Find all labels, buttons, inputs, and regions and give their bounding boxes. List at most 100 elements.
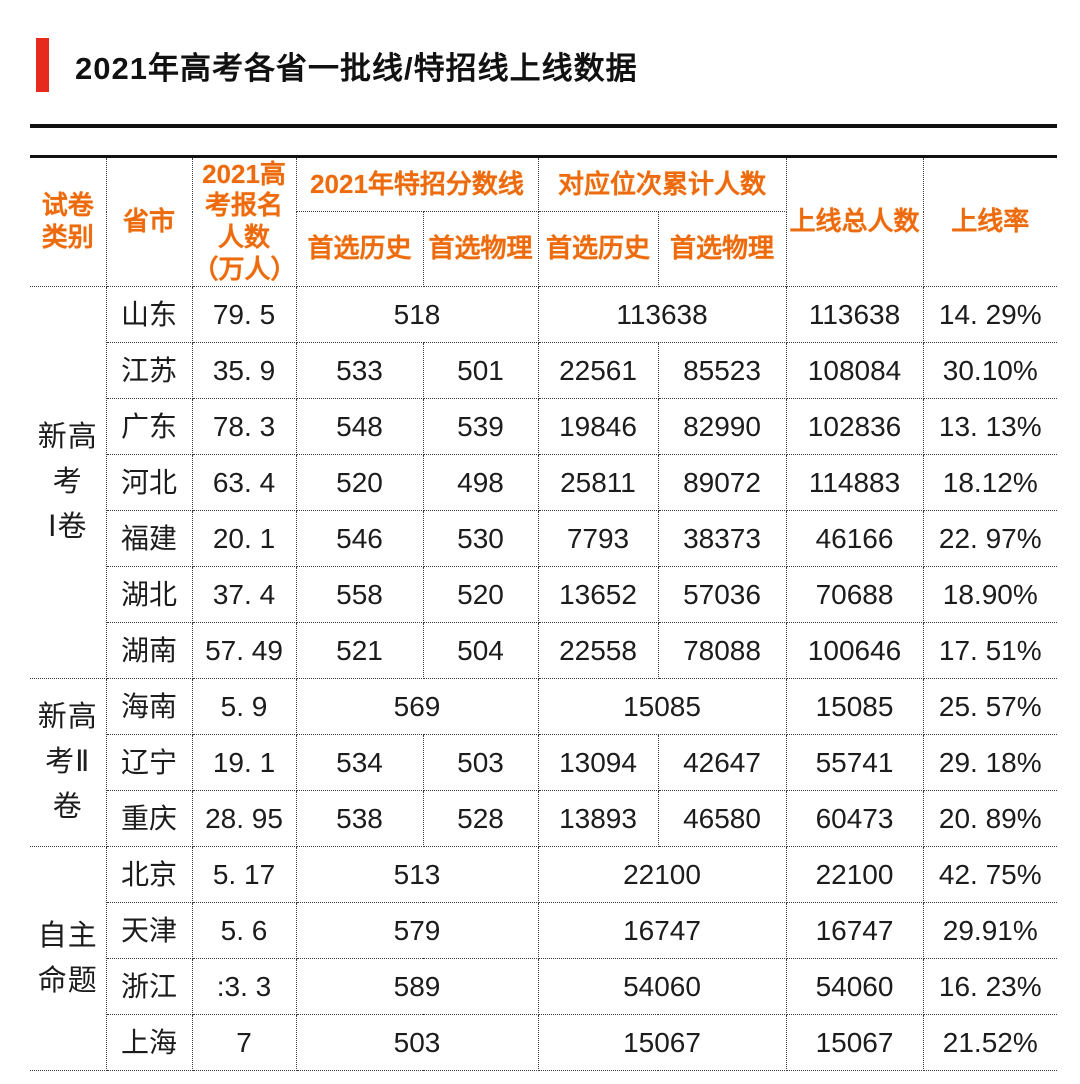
province-cell: 辽宁 [105,734,193,791]
table-row: 新高 考Ⅱ 卷海南 5. 9 569 15085 15085 25. 57% [30,678,1058,847]
header-sub-history-rank: 首选历史 [537,211,659,287]
special-score-physics-cell: 503 [422,734,539,791]
special-score-physics-cell: 530 [422,510,539,567]
special-score-history-cell: 521 [295,622,424,679]
rank-physics-cell: 82990 [657,398,787,455]
special-score-history-cell: 538 [295,790,424,847]
province-cell: 江苏 [105,342,193,399]
special-score-history-cell: 533 [295,342,424,399]
header-special-line-group: 2021年特招分数线 [295,156,539,212]
header-province: 省市 [105,156,193,287]
special-score-cell: 513 [295,846,539,903]
title-accent-bar [36,38,49,92]
header-sub-history-score: 首选历史 [295,211,424,287]
special-score-history-cell: 534 [295,734,424,791]
applicants-cell: 20. 1 [191,510,297,567]
special-score-history-cell: 520 [295,454,424,511]
applicants-cell: :3. 3 [191,958,297,1015]
online-rate-cell: 18.12% [922,454,1058,511]
table-row: 上海 7 503 15067 15067 21.52% [30,1014,1058,1071]
rank-physics-cell: 78088 [657,622,787,679]
rank-history-cell: 22561 [537,342,659,399]
rank-physics-cell: 85523 [657,342,787,399]
rank-history-cell: 13893 [537,790,659,847]
total-online-cell: 70688 [785,566,924,623]
total-online-cell: 114883 [785,454,924,511]
online-rate-cell: 14. 29% [922,286,1058,343]
special-score-physics-cell: 501 [422,342,539,399]
table-row: 浙江:3. 3 589 54060 54060 16. 23% [30,958,1058,1015]
special-score-history-cell: 558 [295,566,424,623]
total-online-cell: 15085 [785,678,924,735]
online-rate-cell: 21.52% [922,1014,1058,1071]
special-score-cell: 589 [295,958,539,1015]
data-table: 试卷 类别 省市 2021高 考报名 人数 （万人） 2021年特招分数线 对应… [30,155,1058,1071]
online-rate-cell: 17. 51% [922,622,1058,679]
exam-type-cell: 新高 考Ⅱ 卷 [30,678,107,847]
table-row: 广东 78. 3 548 539 19846 82990 102836 13. 13% [30,398,1058,455]
table-row: 自主 命题 北京 5. 17 513 22100 22100 42. 75% [30,846,1058,1071]
total-online-cell: 113638 [785,286,924,343]
province-cell: 福建 [105,510,193,567]
header-total: 上线总人数 [785,156,924,287]
special-score-physics-cell: 539 [422,398,539,455]
applicants-cell: 37. 4 [191,566,297,623]
total-online-cell: 15067 [785,1014,924,1071]
total-online-cell: 16747 [785,902,924,959]
header-exam-type: 试卷 类别 [30,156,107,287]
province-cell: 天津 [105,902,193,959]
table-row: 辽宁 19. 1 534 503 13094 42647 55741 29. 18% [30,734,1058,791]
total-online-cell: 102836 [785,398,924,455]
online-rate-cell: 42. 75% [922,846,1058,903]
province-cell: 浙江 [105,958,193,1015]
special-score-cell: 503 [295,1014,539,1071]
total-online-cell: 55741 [785,734,924,791]
rank-history-cell: 19846 [537,398,659,455]
special-score-cell: 579 [295,902,539,959]
applicants-cell: 5. 17 [191,846,297,903]
province-cell: 海南 [105,678,193,735]
total-online-cell: 108084 [785,342,924,399]
rank-cum-cell: 113638 [537,286,787,343]
rank-physics-cell: 57036 [657,566,787,623]
online-rate-cell: 22. 97% [922,510,1058,567]
rank-history-cell: 7793 [537,510,659,567]
table-body: 新高 考 Ⅰ卷 山东 79. 5 518 113638 113638 14. 29% 江苏 35… [30,286,1058,1071]
total-online-cell: 60473 [785,790,924,847]
table-row: 河北 63. 4 520 498 25811 89072 114883 18.12% [30,454,1058,511]
rank-physics-cell: 38373 [657,510,787,567]
total-online-cell: 54060 [785,958,924,1015]
special-score-history-cell: 548 [295,398,424,455]
province-cell: 河北 [105,454,193,511]
rank-history-cell: 25811 [537,454,659,511]
table-row: 江苏 35. 9 533 501 22561 85523 108084 30.10% [30,342,1058,399]
rank-cum-cell: 22100 [537,846,787,903]
applicants-cell: 78. 3 [191,398,297,455]
online-rate-cell: 30.10% [922,342,1058,399]
rank-history-cell: 13652 [537,566,659,623]
table-row: 重庆 28. 95 538 528 13893 46580 60473 20. 89% [30,790,1058,847]
applicants-cell: 5. 6 [191,902,297,959]
rank-history-cell: 13094 [537,734,659,791]
special-score-physics-cell: 498 [422,454,539,511]
rank-cum-cell: 16747 [537,902,787,959]
province-cell: 广东 [105,398,193,455]
header-applicants: 2021高 考报名 人数 （万人） [191,156,297,287]
applicants-cell: 57. 49 [191,622,297,679]
table-header: 试卷 类别 省市 2021高 考报名 人数 （万人） 2021年特招分数线 对应… [30,156,1058,287]
header-sub-physics-score: 首选物理 [422,211,539,287]
province-cell: 湖北 [105,566,193,623]
total-online-cell: 100646 [785,622,924,679]
special-score-physics-cell: 520 [422,566,539,623]
applicants-cell: 7 [191,1014,297,1071]
exam-type-cell: 自主 命题 [30,846,107,1071]
header-sub-physics-rank: 首选物理 [657,211,787,287]
special-score-physics-cell: 504 [422,622,539,679]
rank-physics-cell: 46580 [657,790,787,847]
applicants-cell: 28. 95 [191,790,297,847]
special-score-history-cell: 546 [295,510,424,567]
applicants-cell: 63. 4 [191,454,297,511]
exam-type-cell: 新高 考 Ⅰ卷 [30,286,107,679]
table-row: 湖南 57. 49 521 504 22558 78088 100646 17. 51% [30,622,1058,679]
